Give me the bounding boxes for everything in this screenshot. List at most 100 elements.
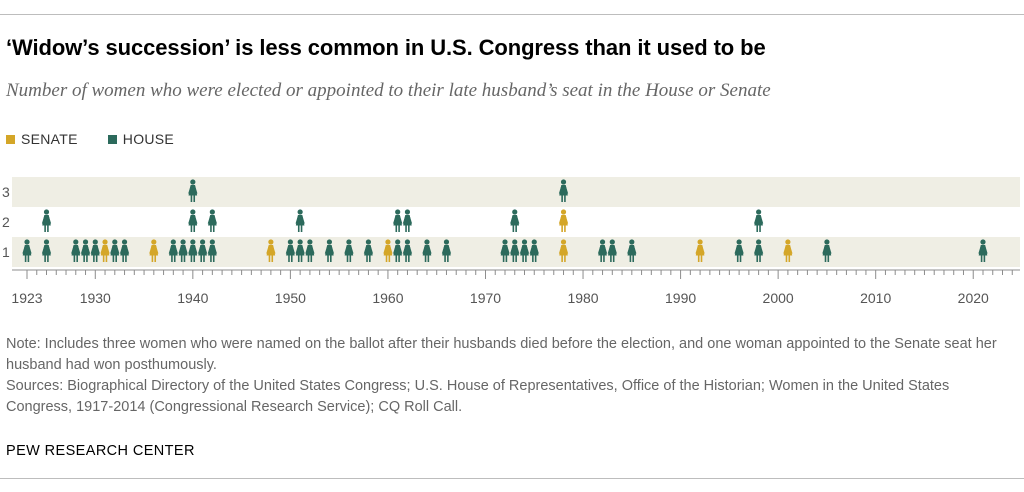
woman-icon-leg — [102, 255, 105, 262]
woman-icon-arm — [510, 245, 514, 254]
woman-icon-leg — [600, 255, 602, 262]
woman-icon-arm — [71, 245, 75, 254]
x-tick-label: 2010 — [860, 290, 891, 306]
woman-icon-house — [188, 209, 198, 232]
woman-icon-head — [404, 239, 411, 245]
woman-icon-leg — [307, 255, 310, 262]
woman-icon-arm — [759, 215, 764, 224]
woman-icon-head — [151, 239, 157, 245]
woman-icon-leg — [395, 255, 398, 262]
woman-icon-head — [73, 239, 79, 245]
woman-icon-senate — [558, 239, 569, 262]
woman-icon-leg — [190, 225, 193, 232]
woman-icon-head — [180, 239, 186, 245]
woman-icon-house — [822, 239, 832, 262]
woman-icon-leg — [512, 255, 515, 262]
x-tick-label: 1960 — [372, 290, 403, 306]
woman-icon-leg — [502, 255, 505, 262]
woman-icon-leg — [193, 225, 196, 232]
woman-icon-arm — [86, 245, 91, 254]
woman-icon-house — [422, 239, 432, 262]
woman-icon-senate — [695, 239, 705, 262]
woman-icon-arm — [408, 245, 413, 254]
woman-icon-leg — [405, 255, 407, 262]
woman-icon-head — [629, 239, 635, 245]
woman-icon-leg — [327, 255, 329, 262]
woman-icon-arm — [188, 245, 192, 254]
woman-icon-leg — [76, 255, 78, 262]
woman-icon-arm — [564, 245, 569, 254]
woman-icon-head — [307, 239, 313, 245]
woman-icon-leg — [193, 255, 196, 262]
woman-icon-leg — [310, 255, 313, 262]
woman-icon-leg — [447, 255, 449, 262]
woman-icon-arm — [402, 245, 407, 254]
woman-icon-house — [754, 239, 764, 262]
woman-icon-head — [112, 239, 118, 245]
woman-icon-arm — [106, 245, 110, 254]
y-tick-label: 2 — [2, 214, 10, 230]
woman-icon-leg — [330, 255, 332, 262]
woman-icon-leg — [561, 255, 563, 262]
woman-icon-head — [297, 239, 303, 245]
woman-icon-arm — [398, 215, 403, 224]
woman-icon-house — [558, 179, 569, 202]
woman-icon-leg — [385, 255, 388, 262]
woman-icon-leg — [73, 255, 76, 262]
x-tick-label: 1930 — [80, 290, 111, 306]
woman-icon-arm — [529, 245, 534, 254]
x-tick-label: 1940 — [177, 290, 208, 306]
woman-icon-arm — [695, 245, 699, 254]
woman-icon-arm — [174, 245, 178, 254]
woman-icon-house — [207, 239, 217, 262]
woman-icon-house — [393, 239, 403, 262]
y-tick-label: 1 — [2, 244, 10, 260]
woman-icon-arm — [393, 245, 397, 254]
woman-icon-head — [170, 239, 176, 245]
woman-icon-arm — [389, 245, 393, 254]
woman-icon-head — [24, 239, 30, 245]
woman-icon-head — [92, 239, 98, 245]
woman-icon-head — [43, 209, 50, 215]
woman-icon-head — [268, 239, 274, 245]
woman-icon-house — [119, 239, 130, 262]
woman-icon-leg — [297, 225, 300, 232]
woman-icon-arm — [597, 245, 602, 254]
woman-icon-leg — [408, 225, 410, 232]
woman-icon-arm — [535, 245, 539, 254]
woman-icon-house — [178, 239, 188, 262]
woman-icon-arm — [633, 245, 637, 254]
woman-icon-head — [697, 239, 703, 245]
woman-icon-head — [531, 239, 537, 245]
legend-label-senate: SENATE — [21, 131, 78, 147]
woman-icon-head — [785, 239, 791, 245]
woman-icon-leg — [47, 255, 49, 262]
woman-icon-arm — [558, 185, 563, 194]
woman-icon-house — [295, 239, 305, 262]
x-tick-label: 2020 — [958, 290, 989, 306]
woman-icon-arm — [984, 245, 988, 254]
woman-icon-arm — [285, 245, 290, 254]
woman-icon-head — [395, 209, 401, 215]
woman-icon-leg — [212, 225, 215, 232]
woman-icon-head — [609, 239, 615, 245]
woman-icon-leg — [408, 255, 410, 262]
woman-icon-arm — [47, 245, 52, 254]
x-tick-label: 1990 — [665, 290, 696, 306]
woman-icon-head — [82, 239, 89, 245]
woman-icon-arm — [22, 245, 26, 254]
woman-icon-house — [441, 239, 452, 262]
woman-icon-leg — [105, 255, 108, 262]
woman-icon-house — [168, 239, 178, 262]
notes: Note: Includes three women who were name… — [6, 334, 1016, 418]
woman-icon-arm — [194, 185, 198, 194]
woman-icon-head — [560, 209, 567, 215]
woman-icon-leg — [27, 255, 30, 262]
woman-icon-leg — [824, 255, 827, 262]
woman-icon-arm — [510, 215, 514, 224]
x-tick-label: 1980 — [567, 290, 598, 306]
woman-icon-leg — [86, 255, 88, 262]
legend-item-house: HOUSE — [107, 131, 174, 147]
woman-icon-arm — [789, 245, 793, 254]
woman-icon-arm — [515, 245, 520, 254]
